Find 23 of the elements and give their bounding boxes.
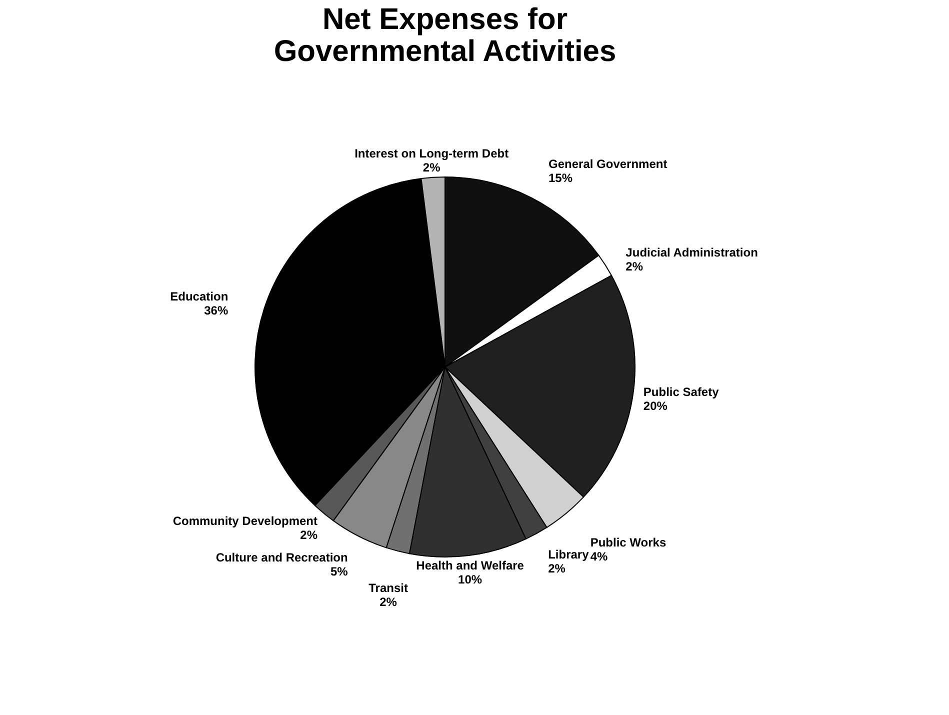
data-label: 5% (330, 564, 348, 579)
data-label: 36% (204, 304, 228, 318)
slice-label: Interest on Long-term Debt (354, 146, 509, 160)
data-label: 2% (422, 160, 441, 174)
data-label: 2% (626, 259, 644, 274)
slice-label: Community Development (172, 514, 318, 528)
data-label: 20% (643, 399, 668, 414)
data-label: 2% (300, 528, 318, 542)
slice-label: General Government (548, 156, 668, 171)
data-label: 15% (548, 170, 573, 185)
slice-label: Education (170, 290, 228, 304)
slice-label: Culture and Recreation (216, 550, 348, 565)
slice-label: Public Works (590, 536, 666, 550)
data-label: 2% (548, 562, 566, 576)
slice-label: Judicial Administration (626, 245, 758, 260)
data-label: 4% (590, 550, 608, 564)
data-label: 2% (380, 594, 398, 609)
data-label: 10% (458, 572, 482, 586)
slice-label: Transit (368, 580, 408, 595)
slice-label: Library (548, 548, 590, 562)
slice-label: Health and Welfare (416, 558, 524, 572)
chart-title: Net Expenses for Governmental Activities (274, 3, 616, 68)
slice-label: Public Safety (643, 385, 720, 400)
